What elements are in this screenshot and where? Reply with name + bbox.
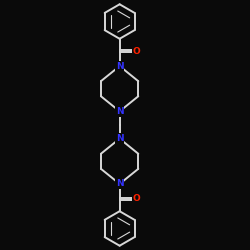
Text: N: N: [116, 134, 124, 143]
Text: N: N: [116, 62, 124, 70]
Text: N: N: [116, 107, 124, 116]
Text: N: N: [116, 180, 124, 188]
Text: O: O: [132, 194, 140, 203]
Text: O: O: [132, 47, 140, 56]
